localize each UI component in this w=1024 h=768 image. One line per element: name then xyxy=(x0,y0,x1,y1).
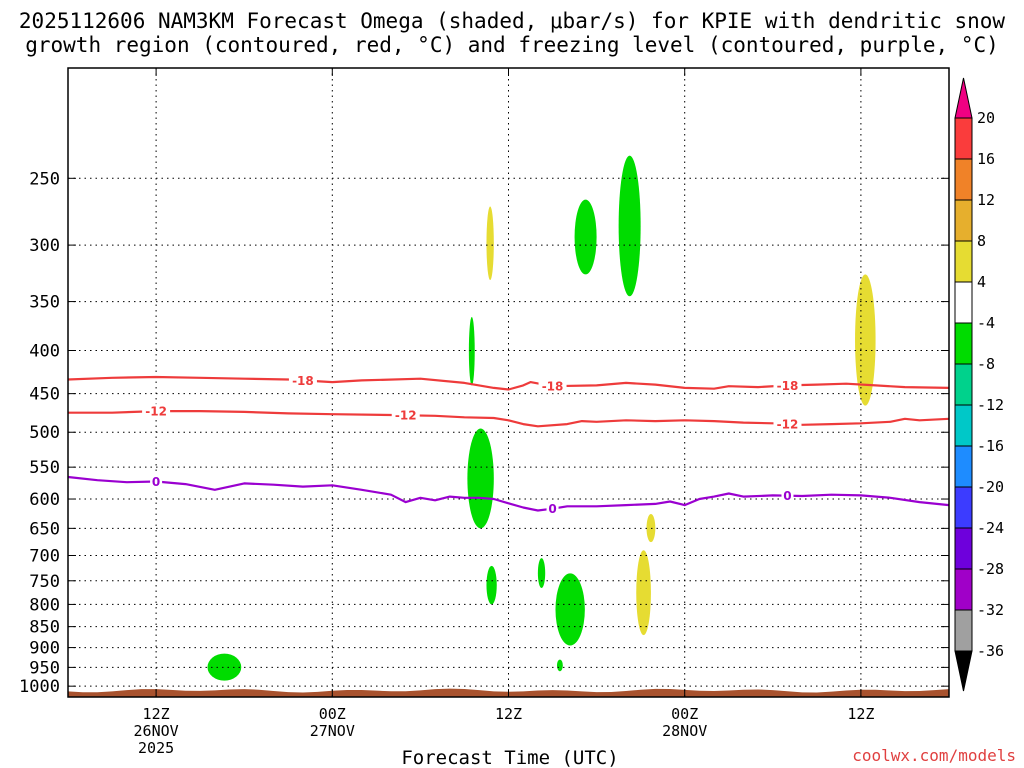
upward-motion-cell-low-1 xyxy=(486,565,497,605)
dgz-minus18-label-0: -18 xyxy=(292,374,314,388)
subsidence-cell-upper-right xyxy=(855,274,876,406)
colorbar-bin--16-to--12 xyxy=(954,404,973,447)
freezing-level-0c-line xyxy=(67,475,950,512)
colorbar-tick-20: 20 xyxy=(977,109,995,127)
x-tick-label-h6-0: 12Z xyxy=(143,705,170,723)
y-tick-label-850: 850 xyxy=(29,618,60,638)
colorbar-bin--4-to-4 xyxy=(954,281,973,324)
y-tick-label-600: 600 xyxy=(29,490,60,510)
colorbar-tick--8: -8 xyxy=(977,355,995,373)
x-tick-label-h6-1: 26NOV xyxy=(134,722,179,740)
y-tick-label-450: 450 xyxy=(29,385,60,405)
upward-motion-cell-upper-2 xyxy=(618,155,641,297)
y-tick-label-800: 800 xyxy=(29,595,60,615)
dgz-minus18-label-1: -18 xyxy=(542,380,564,394)
y-tick-label-250: 250 xyxy=(29,169,60,189)
y-tick-label-1000: 1000 xyxy=(19,677,60,697)
dgz-minus18-label-bg-0 xyxy=(288,373,317,388)
y-tick-label-300: 300 xyxy=(29,236,60,256)
omega-colorbar: -36 -32 -28 -24 -20 -16 -12 -8 -4 4 8 12 16 20 xyxy=(954,77,1004,692)
x-tick-label-h30-0: 12Z xyxy=(495,705,522,723)
colorbar-bin--12-to--8 xyxy=(954,363,973,406)
x-tick-label-h54-0: 12Z xyxy=(847,705,874,723)
dgz-minus12-label-bg-2 xyxy=(773,417,802,432)
colorbar-bin--28-to--24 xyxy=(954,527,973,570)
colorbar-tick-8: 8 xyxy=(977,232,986,250)
freezing-level-0c-label-bg-2 xyxy=(781,488,794,503)
dgz-minus12-label-bg-1 xyxy=(391,408,420,423)
y-tick-label-900: 900 xyxy=(29,639,60,659)
x-tick-label-h6-2: 2025 xyxy=(138,739,174,757)
y-tick-label-400: 400 xyxy=(29,341,60,361)
colorbar-bin-4-to-8 xyxy=(954,240,973,283)
colorbar-bin-16-to-20 xyxy=(954,117,973,160)
y-tick-label-950: 950 xyxy=(29,658,60,678)
colorbar-bin--20-to--16 xyxy=(954,445,973,488)
freezing-level-0c-label-2: 0 xyxy=(783,489,791,503)
dgz-minus12-label-bg-0 xyxy=(142,404,171,419)
colorbar-bin--24-to--20 xyxy=(954,486,973,529)
grid-lines xyxy=(68,68,949,697)
freezing-level-0c-label-0: 0 xyxy=(152,475,160,489)
dgz-minus18-label-2: -18 xyxy=(777,379,799,393)
freezing-level-0c-label-1: 0 xyxy=(548,502,556,516)
colorbar-tick--20: -20 xyxy=(977,478,1004,496)
subsidence-cell-lower xyxy=(636,550,651,636)
chart-title-line-1: 2025112606 NAM3KM Forecast Omega (shaded… xyxy=(19,9,1006,33)
colorbar-tick--24: -24 xyxy=(977,519,1004,537)
x-tick-label-h18-0: 00Z xyxy=(319,705,346,723)
colorbar-tick-4: 4 xyxy=(977,273,986,291)
credit-text: coolwx.com/models xyxy=(852,746,1016,765)
y-tick-label-750: 750 xyxy=(29,572,60,592)
colorbar-bin--36-to--32 xyxy=(954,609,973,652)
colorbar-tick--4: -4 xyxy=(977,314,995,332)
colorbar-tick--36: -36 xyxy=(977,642,1004,660)
dgz-minus12-label-0: -12 xyxy=(145,405,167,419)
pressure-axis: 2503003504004505005506006507007508008509… xyxy=(19,169,949,697)
colorbar-bin-8-to-12 xyxy=(954,199,973,242)
y-tick-label-550: 550 xyxy=(29,458,60,478)
colorbar-under-triangle xyxy=(954,650,973,692)
colorbar-bin--8-to--4 xyxy=(954,322,973,365)
y-tick-label-700: 700 xyxy=(29,547,60,567)
chart-title-line-2: growth region (contoured, red, °C) and f… xyxy=(25,33,999,57)
upward-motion-cell-mid-thin xyxy=(468,316,475,386)
subsidence-cell-upper-1 xyxy=(486,206,494,281)
freezing-level-0c-label-bg-0 xyxy=(150,474,163,489)
upward-motion-cell-low-3 xyxy=(555,573,585,646)
subsidence-cell-mid-small xyxy=(646,513,656,543)
dgz-minus12-label-1: -12 xyxy=(395,409,417,423)
upward-motion-cell-low-left xyxy=(207,653,242,681)
y-tick-label-650: 650 xyxy=(29,519,60,539)
upward-motion-cell-low-tiny xyxy=(556,659,563,672)
y-tick-label-350: 350 xyxy=(29,293,60,313)
plot-frame xyxy=(67,67,950,698)
colorbar-tick--32: -32 xyxy=(977,601,1004,619)
contour-layer: -18 -18 -18 -12 -12 -12 0 0 0 xyxy=(67,373,950,516)
colorbar-bin-12-to-16 xyxy=(954,158,973,201)
dgz-minus18-label-bg-1 xyxy=(538,379,567,394)
colorbar-tick-16: 16 xyxy=(977,150,995,168)
colorbar-tick--28: -28 xyxy=(977,560,1004,578)
x-tick-label-h42-1: 28NOV xyxy=(662,722,707,740)
colorbar-over-triangle xyxy=(954,77,973,119)
x-tick-label-h18-1: 27NOV xyxy=(310,722,355,740)
dgz-minus12-label-2: -12 xyxy=(777,418,799,432)
upward-motion-cell-low-2 xyxy=(537,558,546,589)
upward-motion-cell-upper-1 xyxy=(574,199,597,275)
dgz-minus18-label-bg-2 xyxy=(773,378,802,393)
upward-motion-cell-mid xyxy=(467,428,494,529)
freezing-level-0c-label-bg-1 xyxy=(546,501,559,516)
y-tick-label-500: 500 xyxy=(29,423,60,443)
colorbar-bin--32-to--28 xyxy=(954,568,973,611)
x-tick-label-h42-0: 00Z xyxy=(671,705,698,723)
colorbar-tick-12: 12 xyxy=(977,191,995,209)
dgz-minus12-line xyxy=(68,410,950,428)
colorbar-tick--16: -16 xyxy=(977,437,1004,455)
x-axis-label: Forecast Time (UTC) xyxy=(401,747,618,768)
colorbar-tick--12: -12 xyxy=(977,396,1004,414)
